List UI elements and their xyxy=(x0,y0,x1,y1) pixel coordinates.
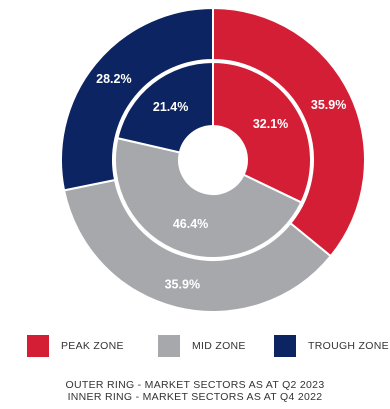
outer-slice-mid-zone xyxy=(62,178,333,313)
legend-item-peak-zone: PEAK ZONE xyxy=(27,335,124,357)
inner-slice-mid-zone xyxy=(114,136,303,259)
ring-captions: OUTER RING - MARKET SECTORS AS AT Q2 202… xyxy=(0,379,390,403)
legend-swatch-peak-zone xyxy=(27,335,49,357)
inner-slice-peak-zone xyxy=(212,60,312,204)
outer-label-peak-zone: 35.9% xyxy=(311,98,346,112)
nested-donut-chart: 35.9% 35.9% 28.2% 32.1% 46.4% 21.4% xyxy=(60,6,366,313)
slice-labels: 35.9% 35.9% 28.2% 32.1% 46.4% 21.4% xyxy=(96,72,346,291)
outer-ring-caption: OUTER RING - MARKET SECTORS AS AT Q2 202… xyxy=(65,379,325,391)
legend-item-trough-zone: TROUGH ZONE xyxy=(274,335,389,357)
legend: PEAK ZONE MID ZONE TROUGH ZONE xyxy=(27,335,390,357)
outer-label-mid-zone: 35.9% xyxy=(165,277,200,291)
inner-label-peak-zone: 32.1% xyxy=(253,117,288,131)
outer-label-trough-zone: 28.2% xyxy=(96,72,131,86)
legend-label-trough-zone: TROUGH ZONE xyxy=(308,340,389,352)
legend-item-mid-zone: MID ZONE xyxy=(158,335,246,357)
inner-ring xyxy=(114,60,312,259)
outer-slice-trough-zone xyxy=(60,6,214,192)
outer-slice-peak-zone xyxy=(212,6,366,258)
legend-swatch-mid-zone xyxy=(158,335,180,357)
outer-ring xyxy=(60,6,366,313)
inner-label-mid-zone: 46.4% xyxy=(173,217,208,231)
legend-label-mid-zone: MID ZONE xyxy=(192,340,246,352)
legend-swatch-trough-zone xyxy=(274,335,296,357)
inner-label-trough-zone: 21.4% xyxy=(153,100,188,114)
inner-ring-caption: INNER RING - MARKET SECTORS AS AT Q4 202… xyxy=(67,391,323,403)
inner-slice-trough-zone xyxy=(116,60,214,154)
legend-label-peak-zone: PEAK ZONE xyxy=(61,340,124,352)
